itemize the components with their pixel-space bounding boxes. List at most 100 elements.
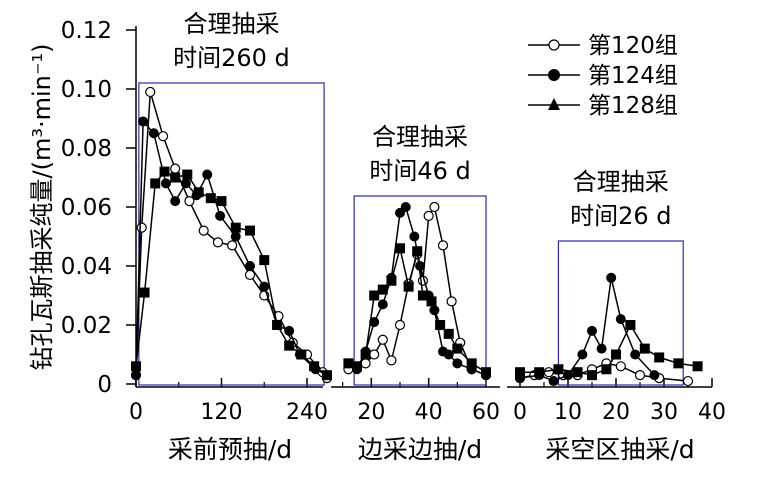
- data-point-marker-128: [352, 361, 362, 372]
- data-point-open-circle: [423, 210, 434, 221]
- x-tick-label: 40: [415, 400, 443, 425]
- data-point-filled-circle: [443, 349, 454, 360]
- data-point-filled-circle: [215, 210, 226, 221]
- y-tick-label: 0.08: [61, 136, 112, 162]
- data-point-marker-128: [150, 178, 161, 189]
- data-point-marker-128: [692, 361, 703, 372]
- data-point-filled-circle: [131, 370, 141, 381]
- annotation-line1: 合理抽采: [372, 123, 468, 151]
- data-point-marker-128: [412, 246, 423, 257]
- x-axis-label: 采空区抽采/d: [545, 435, 694, 464]
- series-line: [348, 248, 487, 373]
- data-point-filled-circle: [369, 317, 380, 328]
- data-point-open-circle: [360, 358, 371, 369]
- data-point-filled-circle: [587, 325, 597, 336]
- data-point-marker-128: [131, 361, 141, 372]
- data-point-marker-128: [395, 243, 405, 254]
- data-point-open-circle: [227, 240, 238, 251]
- data-point-open-circle: [369, 349, 380, 360]
- x-axis-label: 采前预抽/d: [168, 435, 292, 464]
- data-point-filled-circle: [415, 261, 426, 271]
- data-point-filled-circle: [615, 314, 626, 325]
- data-point-marker-128: [426, 296, 437, 307]
- data-point-filled-circle: [160, 178, 171, 189]
- legend-marker-triangle: [548, 98, 560, 110]
- data-point-open-circle: [386, 355, 397, 366]
- data-point-marker-128: [309, 361, 320, 372]
- data-point-marker-128: [417, 290, 428, 301]
- data-point-marker-128: [611, 349, 621, 360]
- series-line: [135, 170, 328, 376]
- data-point-marker-128: [272, 320, 283, 330]
- legend-label: 第124组: [588, 63, 678, 89]
- data-point-marker-128: [159, 166, 170, 177]
- data-point-open-circle: [429, 201, 440, 213]
- y-tick-label: 0.06: [61, 195, 112, 221]
- reasonable-time-box: [353, 195, 487, 386]
- data-point-marker-128: [216, 196, 227, 207]
- data-point-marker-128: [369, 290, 380, 301]
- y-tick-label: 0.04: [61, 254, 112, 280]
- data-point-open-circle: [136, 222, 147, 233]
- data-point-marker-128: [639, 343, 650, 354]
- y-tick-label: 0: [97, 372, 112, 398]
- y-tick-label: 0.12: [61, 18, 112, 44]
- data-point-filled-circle: [284, 325, 295, 336]
- x-tick-label: 120: [201, 400, 243, 425]
- data-point-open-circle: [170, 163, 181, 174]
- data-point-open-circle: [634, 370, 646, 381]
- data-point-open-circle: [543, 367, 554, 378]
- y-tick-label: 0.02: [61, 313, 112, 339]
- data-point-marker-128: [170, 172, 181, 183]
- annotation-line2: 时间260 d: [173, 44, 290, 72]
- data-point-marker-128: [360, 349, 371, 360]
- data-point-open-circle: [682, 375, 694, 387]
- data-point-marker-128: [435, 320, 446, 330]
- legend-label: 第128组: [588, 93, 678, 119]
- data-point-marker-128: [534, 367, 545, 378]
- data-point-marker-128: [673, 358, 684, 369]
- data-point-open-circle: [437, 240, 449, 251]
- x-tick-label: 30: [650, 400, 678, 425]
- data-point-marker-128: [245, 225, 255, 236]
- reasonable-time-box: [557, 240, 684, 386]
- data-point-open-circle: [446, 296, 457, 307]
- data-point-filled-circle: [630, 349, 641, 360]
- data-point-marker-128: [466, 358, 477, 369]
- data-point-marker-128: [515, 367, 525, 378]
- data-point-marker-128: [377, 284, 388, 295]
- data-point-filled-circle: [148, 128, 159, 139]
- data-point-marker-128: [403, 281, 414, 292]
- data-point-filled-circle: [563, 370, 573, 381]
- x-tick-label: 40: [698, 400, 726, 425]
- reasonable-time-box: [138, 82, 325, 386]
- x-tick-label: 20: [357, 400, 385, 425]
- series-line: [135, 91, 328, 379]
- x-tick-label: 0: [513, 400, 527, 425]
- legend-marker-filled-circle: [548, 69, 560, 81]
- data-point-filled-circle: [649, 370, 660, 381]
- data-point-open-circle: [157, 131, 169, 142]
- data-point-marker-128: [296, 349, 307, 360]
- data-point-marker-128: [182, 169, 193, 180]
- annotation-line1: 合理抽采: [183, 10, 279, 38]
- y-tick-label: 0.10: [61, 77, 112, 103]
- data-point-filled-circle: [138, 116, 149, 127]
- annotation-line1: 合理抽采: [573, 168, 669, 196]
- data-point-marker-128: [205, 193, 216, 204]
- data-point-open-circle: [198, 225, 209, 236]
- data-point-marker-128: [284, 340, 295, 351]
- data-point-filled-circle: [596, 343, 607, 354]
- data-point-marker-128: [452, 343, 463, 354]
- legend-marker-open-circle: [548, 39, 560, 51]
- data-point-filled-circle: [230, 231, 241, 242]
- data-point-filled-circle: [377, 299, 388, 310]
- data-point-marker-128: [481, 367, 491, 378]
- annotation-line2: 时间26 d: [570, 202, 671, 230]
- data-point-filled-circle: [400, 202, 411, 212]
- data-point-filled-circle: [577, 349, 588, 360]
- data-point-marker-128: [625, 320, 636, 330]
- data-point-marker-128: [230, 222, 241, 233]
- x-axis-label: 边采边抽/d: [358, 435, 482, 464]
- data-point-filled-circle: [170, 196, 181, 207]
